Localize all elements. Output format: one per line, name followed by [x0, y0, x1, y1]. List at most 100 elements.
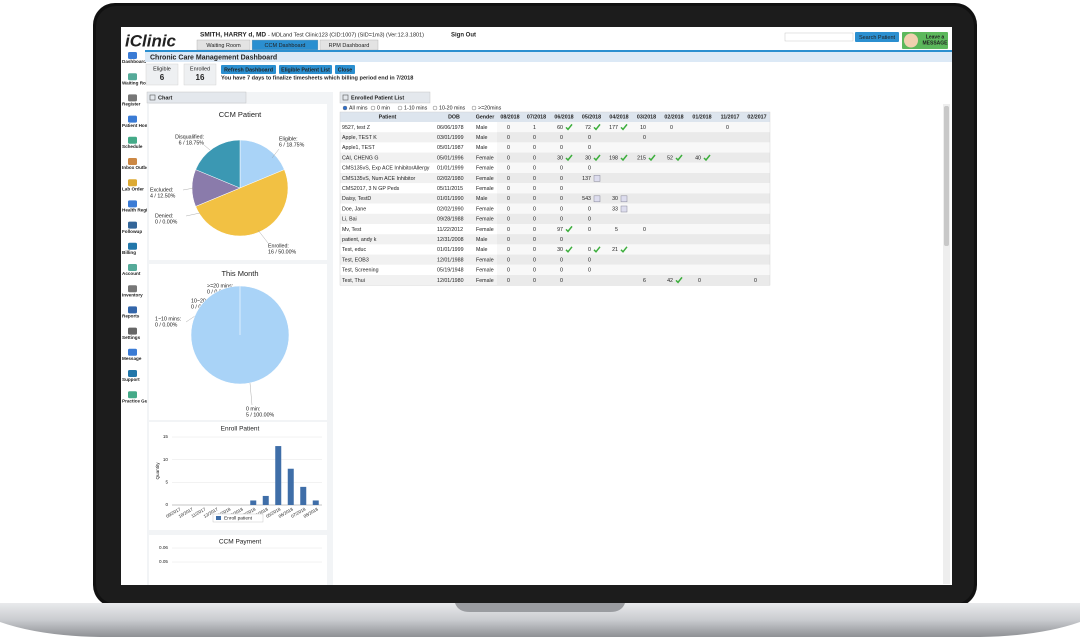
minutes: 30	[557, 247, 563, 253]
radio-label[interactable]: All mins	[349, 106, 368, 112]
message-label[interactable]: MESSAGE	[922, 40, 948, 46]
nav-label[interactable]: Support	[122, 377, 140, 382]
nav-label[interactable]: Followup	[122, 229, 142, 234]
patient-name[interactable]: CAI, CHENG G	[342, 155, 379, 161]
column-header: Gender	[476, 115, 495, 121]
radio-label[interactable]: 1-10 mins	[404, 106, 428, 112]
nav-icon[interactable]	[128, 285, 137, 293]
column-header: 01/2018	[692, 115, 711, 121]
bar	[300, 486, 307, 505]
patient-name[interactable]: Doe, Jane	[342, 206, 366, 212]
patient-name[interactable]: CMS2017, 3 N GP Peds	[342, 186, 400, 192]
patient-name[interactable]: Apple1, TEST	[342, 145, 376, 151]
nav-label[interactable]: Practice Guideline	[122, 398, 163, 403]
patient-name[interactable]: 9527, test Z	[342, 125, 371, 131]
note-icon	[620, 205, 628, 213]
nav-label[interactable]: Inbox Outbox	[122, 165, 152, 170]
button-label[interactable]: Refresh Dashboard	[224, 67, 273, 73]
minutes: 0	[588, 268, 591, 274]
search-button[interactable]	[855, 32, 899, 42]
radio[interactable]	[397, 105, 403, 111]
nav-icon[interactable]	[128, 306, 137, 314]
minutes: 0	[560, 206, 563, 212]
message-label[interactable]: Leave a	[926, 34, 945, 40]
nav-label[interactable]: Waiting Room	[122, 80, 153, 85]
patient-name[interactable]: Daisy, TestD	[342, 196, 371, 202]
radio-label[interactable]: 10-20 mins	[439, 106, 466, 112]
radio[interactable]	[432, 105, 438, 111]
check-icon	[565, 154, 573, 162]
nav-label[interactable]: Dashboard	[122, 59, 146, 64]
nav-label[interactable]: Schedule	[122, 144, 143, 149]
radio[interactable]	[471, 105, 477, 111]
chart-title: CCM Payment	[219, 539, 261, 546]
patient-name[interactable]: Test, educ	[342, 247, 366, 253]
nav-icon[interactable]	[128, 115, 137, 123]
tab-label[interactable]: Waiting Room	[206, 43, 241, 49]
button-label[interactable]: Eligible Patient List	[281, 67, 330, 73]
button[interactable]	[221, 65, 276, 74]
nav-label[interactable]: Settings	[122, 335, 141, 340]
dob: 05/19/1948	[437, 268, 464, 274]
nav-label[interactable]: Register	[122, 102, 141, 107]
patient-name[interactable]: Li, Bai	[342, 217, 357, 223]
minutes: 0	[507, 206, 510, 212]
patient-name[interactable]: patient, andy k	[342, 237, 377, 243]
patient-name[interactable]: Test, Thui	[342, 278, 365, 284]
patient-name[interactable]: Test, Screening	[342, 268, 379, 274]
month-shade	[497, 132, 770, 143]
tab-label[interactable]: RPM Dashboard	[329, 43, 370, 49]
minutes: 0	[507, 217, 510, 223]
radio[interactable]	[342, 105, 348, 111]
button[interactable]	[335, 65, 355, 74]
check-icon	[565, 123, 573, 131]
button-label[interactable]: Close	[338, 67, 352, 73]
minutes: 215	[637, 155, 646, 161]
minutes: 137	[582, 176, 591, 182]
nav-icon[interactable]	[128, 52, 137, 59]
table-border	[339, 111, 771, 286]
patient-name[interactable]: Test, EOB3	[342, 257, 369, 263]
nav-icon[interactable]	[128, 221, 137, 229]
nav-icon[interactable]	[128, 94, 137, 102]
radio[interactable]	[370, 105, 376, 111]
minutes: 0	[507, 135, 510, 141]
nav-icon[interactable]	[128, 242, 137, 250]
nav-icon[interactable]	[128, 136, 137, 144]
button[interactable]	[279, 65, 332, 74]
nav-label[interactable]: Patient Home	[122, 123, 152, 128]
patient-name[interactable]: Apple, TEST K	[342, 135, 377, 141]
column-header: 03/2018	[637, 115, 656, 121]
nav-icon[interactable]	[128, 200, 137, 208]
tab-label[interactable]: CCM Dashboard	[265, 43, 306, 49]
nav-icon[interactable]	[128, 73, 137, 81]
nav-label[interactable]: Inventory	[122, 292, 143, 297]
patient-name[interactable]: Mv, Test	[342, 227, 362, 233]
patient-name[interactable]: CMS135vS, Num ACE Inhibitor	[342, 176, 416, 182]
nav-label[interactable]: Lab Order	[122, 186, 144, 191]
nav-icon[interactable]	[128, 158, 137, 165]
sign-out[interactable]: Sign Out	[451, 33, 476, 39]
nav-label[interactable]: Health Registry	[122, 208, 156, 213]
month-shade	[497, 193, 770, 204]
nav-icon[interactable]	[128, 179, 137, 187]
search-label[interactable]: Search Patient	[859, 35, 896, 41]
nav-label[interactable]: Account	[122, 271, 141, 276]
radio-label[interactable]: 0 min	[377, 106, 390, 112]
column-header: 08/2018	[500, 115, 519, 121]
base-notch	[455, 603, 625, 612]
nav-icon[interactable]	[128, 391, 137, 399]
nav-label[interactable]: Reports	[122, 314, 140, 319]
leader-line	[271, 148, 280, 159]
nav-label[interactable]: Billing	[122, 250, 136, 255]
nav-icon[interactable]	[128, 370, 137, 377]
radio-label[interactable]: >=20mins	[478, 106, 502, 112]
patient-name[interactable]: CMS135vS, Exp ACE InhibitorAllergy	[342, 166, 430, 172]
minutes: 72	[585, 125, 591, 131]
nav-icon[interactable]	[128, 348, 137, 356]
nav-icon[interactable]	[128, 327, 137, 335]
nav-icon[interactable]	[128, 264, 137, 271]
minutes: 543	[582, 196, 591, 202]
nav-label[interactable]: Message	[122, 356, 142, 361]
